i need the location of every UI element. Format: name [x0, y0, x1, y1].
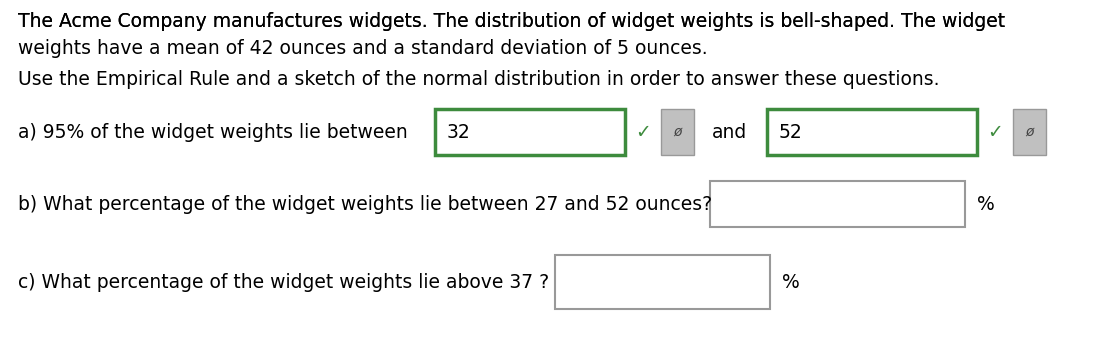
- Text: The Acme Company manufactures widgets. The distribution of widget weights is bel: The Acme Company manufactures widgets. T…: [18, 12, 1006, 57]
- FancyBboxPatch shape: [435, 109, 625, 155]
- FancyBboxPatch shape: [661, 109, 694, 155]
- Text: 32: 32: [448, 122, 471, 142]
- Text: a) 95% of the widget weights lie between: a) 95% of the widget weights lie between: [18, 122, 407, 142]
- Text: 52: 52: [779, 122, 802, 142]
- Text: Use the Empirical Rule and a sketch of the normal distribution in order to answe: Use the Empirical Rule and a sketch of t…: [18, 70, 940, 89]
- FancyBboxPatch shape: [1013, 109, 1046, 155]
- FancyBboxPatch shape: [767, 109, 976, 155]
- FancyBboxPatch shape: [555, 255, 770, 309]
- Text: ø: ø: [673, 125, 682, 139]
- Text: %: %: [782, 273, 800, 291]
- FancyBboxPatch shape: [710, 181, 965, 227]
- Text: ✓: ✓: [635, 122, 651, 142]
- Text: %: %: [976, 195, 994, 213]
- Text: The Acme Company manufactures widgets. The distribution of widget weights is bel: The Acme Company manufactures widgets. T…: [18, 12, 1006, 31]
- Text: and: and: [712, 122, 748, 142]
- Text: b) What percentage of the widget weights lie between 27 and 52 ounces?: b) What percentage of the widget weights…: [18, 195, 712, 213]
- Text: c) What percentage of the widget weights lie above 37 ?: c) What percentage of the widget weights…: [18, 273, 549, 291]
- Text: ø: ø: [1026, 125, 1033, 139]
- Text: ✓: ✓: [987, 122, 1003, 142]
